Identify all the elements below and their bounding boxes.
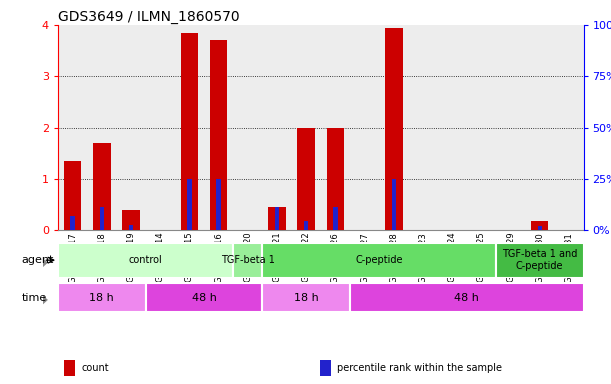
Bar (187, 179, 192, 230)
Text: 48 h: 48 h (455, 293, 479, 303)
Bar (262, 25, 291, 230)
Bar (210, 40, 227, 230)
Bar (350, 283, 584, 312)
Bar (70, 216, 75, 230)
Text: time: time (21, 293, 46, 303)
Bar (379, 25, 408, 230)
Bar (58, 283, 145, 312)
Text: agent: agent (21, 255, 54, 265)
Bar (531, 221, 549, 230)
Bar (333, 207, 337, 230)
Bar (129, 225, 133, 230)
Bar (291, 25, 321, 230)
Bar (392, 179, 396, 230)
Bar (216, 179, 221, 230)
Bar (175, 25, 204, 230)
Bar (100, 207, 104, 230)
Text: control: control (129, 255, 163, 265)
Bar (304, 221, 309, 230)
Bar (145, 25, 175, 230)
Bar (93, 143, 111, 230)
Bar (181, 33, 198, 230)
Bar (467, 25, 496, 230)
Bar (262, 283, 350, 312)
Bar (321, 25, 350, 230)
Text: TGF-beta 1: TGF-beta 1 (221, 255, 275, 265)
Text: count: count (81, 363, 109, 373)
Text: C-peptide: C-peptide (356, 255, 403, 265)
Bar (275, 207, 279, 230)
Bar (87, 25, 117, 230)
Text: TGF-beta 1 and
C-peptide: TGF-beta 1 and C-peptide (502, 249, 577, 271)
Text: 48 h: 48 h (192, 293, 216, 303)
Bar (298, 127, 315, 230)
Text: percentile rank within the sample: percentile rank within the sample (337, 363, 502, 373)
Bar (538, 226, 542, 230)
Bar (233, 25, 262, 230)
Bar (204, 25, 233, 230)
Text: GDS3649 / ILMN_1860570: GDS3649 / ILMN_1860570 (58, 10, 240, 24)
Bar (117, 25, 145, 230)
Bar (64, 161, 81, 230)
Bar (525, 25, 554, 230)
Bar (233, 243, 262, 278)
Bar (58, 243, 233, 278)
Bar (262, 243, 496, 278)
Bar (145, 283, 262, 312)
Polygon shape (43, 258, 48, 267)
Bar (58, 25, 87, 230)
Bar (437, 25, 467, 230)
Text: 18 h: 18 h (89, 293, 114, 303)
Bar (350, 25, 379, 230)
Bar (554, 25, 584, 230)
Bar (268, 207, 286, 230)
Bar (496, 25, 525, 230)
Bar (385, 28, 403, 230)
Text: 18 h: 18 h (294, 293, 318, 303)
Bar (327, 127, 344, 230)
Bar (122, 210, 140, 230)
Bar (496, 243, 584, 278)
Polygon shape (43, 295, 48, 305)
Bar (408, 25, 437, 230)
